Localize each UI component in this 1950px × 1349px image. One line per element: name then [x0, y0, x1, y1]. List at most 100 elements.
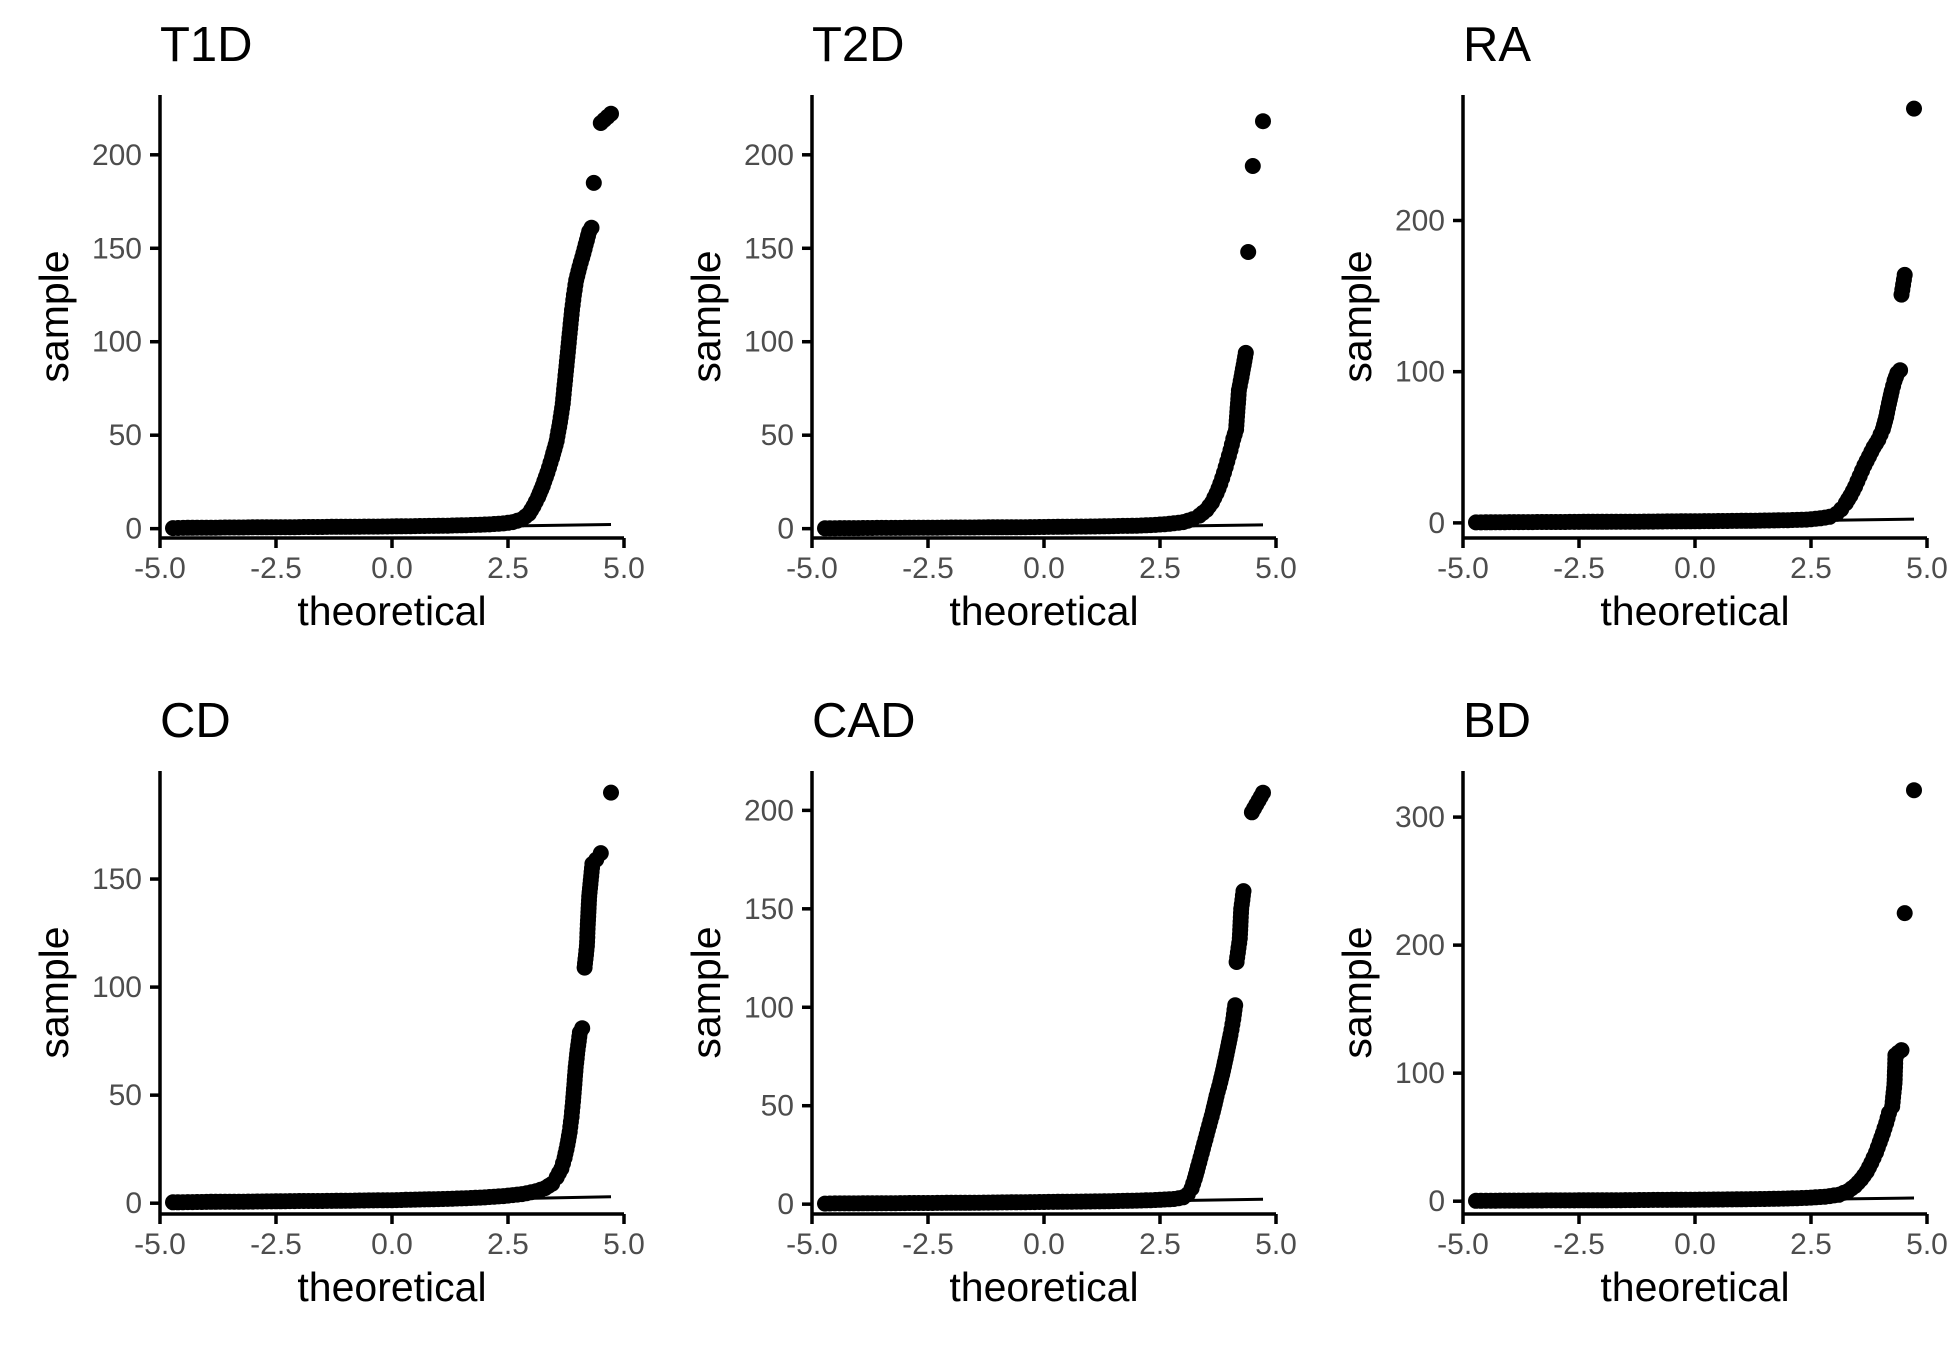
x-tick-label: -2.5: [250, 1228, 302, 1261]
panel-title: RA: [1463, 18, 1531, 72]
data-point: [1896, 905, 1913, 922]
x-axis-title: theoretical: [1600, 1264, 1789, 1310]
y-tick-label: 0: [125, 513, 142, 546]
y-tick-label: 0: [1428, 507, 1445, 540]
panel-ra: RA -5.0 -2.5 0.0 2.5 5.0 0 100 200 theoretical sam…: [1334, 18, 1948, 634]
x-tick-label: 2.5: [487, 552, 529, 585]
y-tick-label: 100: [1395, 356, 1445, 389]
x-axis-title: theoretical: [1600, 588, 1789, 634]
y-tick-label: 50: [109, 1079, 142, 1112]
data-point: [1906, 100, 1922, 117]
y-tick-label: 150: [744, 893, 794, 926]
x-tick-label: 5.0: [603, 552, 645, 585]
qq-reference-line: [824, 523, 1264, 533]
data-point: [1227, 997, 1244, 1014]
x-tick-label: -2.5: [902, 1228, 954, 1261]
x-axis-title: theoretical: [949, 588, 1138, 634]
x-tick-label: -2.5: [902, 552, 954, 585]
x-tick-label: -5.0: [786, 552, 838, 585]
panel-t1d: T1D -5.0 -2.5 0.0 2.5 5.0 0 50 100 150 200 theoreti…: [31, 18, 645, 634]
qq-reference-line: [1475, 517, 1915, 527]
data-point: [1893, 1042, 1910, 1059]
y-axis-title: sample: [1334, 250, 1380, 382]
data-point: [1255, 784, 1271, 801]
x-tick-label: -2.5: [1553, 552, 1605, 585]
data-point: [574, 1020, 591, 1037]
qq-reference-line: [172, 1195, 612, 1207]
x-tick-label: 0.0: [371, 1228, 413, 1261]
x-tick-label: 0.0: [1023, 1228, 1065, 1261]
x-tick-label: 0.0: [1674, 552, 1716, 585]
data-point: [1255, 113, 1271, 130]
data-point: [1906, 782, 1922, 799]
x-tick-label: 2.5: [1790, 1228, 1832, 1261]
data-point: [585, 174, 602, 191]
qq-reference-line: [172, 523, 612, 533]
y-axis-title: sample: [1334, 926, 1380, 1058]
points: [165, 105, 619, 537]
y-tick-label: 100: [744, 326, 794, 359]
x-axis-title: theoretical: [949, 1264, 1138, 1310]
y-tick-label: 100: [1395, 1057, 1445, 1090]
y-tick-label: 50: [761, 1090, 794, 1123]
x-axis-title: theoretical: [297, 1264, 486, 1310]
y-tick-label: 100: [92, 971, 142, 1004]
y-tick-label: 0: [777, 513, 794, 546]
x-tick-label: 0.0: [371, 552, 413, 585]
data-point: [1892, 362, 1909, 379]
y-tick-label: 200: [1395, 929, 1445, 962]
data-point: [1244, 158, 1261, 174]
y-tick-label: 300: [1395, 801, 1445, 834]
qq-reference-line: [824, 1197, 1264, 1208]
panel-t2d: T2D -5.0 -2.5 0.0 2.5 5.0 0 50 100 150 200 theoreti…: [683, 18, 1297, 634]
y-tick-label: 200: [1395, 204, 1445, 237]
x-tick-label: 2.5: [1139, 552, 1181, 585]
y-axis-title: sample: [31, 926, 77, 1058]
panel-bd: BD -5.0 -2.5 0.0 2.5 5.0 0 100 200 300 theoretical…: [1334, 694, 1948, 1310]
points: [817, 113, 1271, 537]
y-tick-label: 200: [92, 139, 142, 172]
panel-title: BD: [1463, 694, 1531, 748]
x-axis-title: theoretical: [297, 588, 486, 634]
x-tick-label: 5.0: [603, 1228, 645, 1261]
y-tick-label: 200: [744, 794, 794, 827]
data-point: [1896, 266, 1913, 283]
x-tick-label: -2.5: [1553, 1228, 1605, 1261]
panel-cd: CD -5.0 -2.5 0.0 2.5 5.0 0 50 100 150 theoretical s…: [31, 694, 645, 1310]
y-tick-label: 150: [744, 232, 794, 265]
panel-title: CD: [160, 694, 231, 748]
data-point: [1240, 244, 1257, 260]
points: [1468, 782, 1922, 1209]
x-tick-label: 0.0: [1674, 1228, 1716, 1261]
x-tick-label: 5.0: [1906, 1228, 1948, 1261]
data-point: [1235, 883, 1252, 900]
y-tick-label: 200: [744, 139, 794, 172]
y-tick-label: 150: [92, 232, 142, 265]
y-tick-label: 100: [92, 326, 142, 359]
x-tick-label: 5.0: [1255, 552, 1297, 585]
x-tick-label: -5.0: [1437, 1228, 1489, 1261]
panel-cad: CAD -5.0 -2.5 0.0 2.5 5.0 0 50 100 150 200 theoreti…: [683, 694, 1297, 1310]
data-point: [583, 219, 600, 236]
panel-title: T2D: [812, 18, 905, 72]
y-tick-label: 0: [777, 1188, 794, 1221]
points: [1468, 100, 1922, 531]
x-tick-label: 2.5: [487, 1228, 529, 1261]
x-tick-label: -5.0: [786, 1228, 838, 1261]
panel-title: T1D: [160, 18, 253, 72]
y-tick-label: 150: [92, 863, 142, 896]
points: [817, 784, 1271, 1212]
points: [165, 784, 619, 1211]
x-tick-label: -5.0: [1437, 552, 1489, 585]
qq-reference-line: [1475, 1196, 1915, 1206]
y-tick-label: 50: [761, 419, 794, 452]
y-tick-label: 100: [744, 991, 794, 1024]
y-axis-title: sample: [31, 250, 77, 382]
x-tick-label: -2.5: [250, 552, 302, 585]
x-tick-label: 0.0: [1023, 552, 1065, 585]
x-tick-label: -5.0: [134, 1228, 186, 1261]
x-tick-label: -5.0: [134, 552, 186, 585]
data-point: [603, 105, 619, 122]
y-tick-label: 0: [1428, 1185, 1445, 1218]
